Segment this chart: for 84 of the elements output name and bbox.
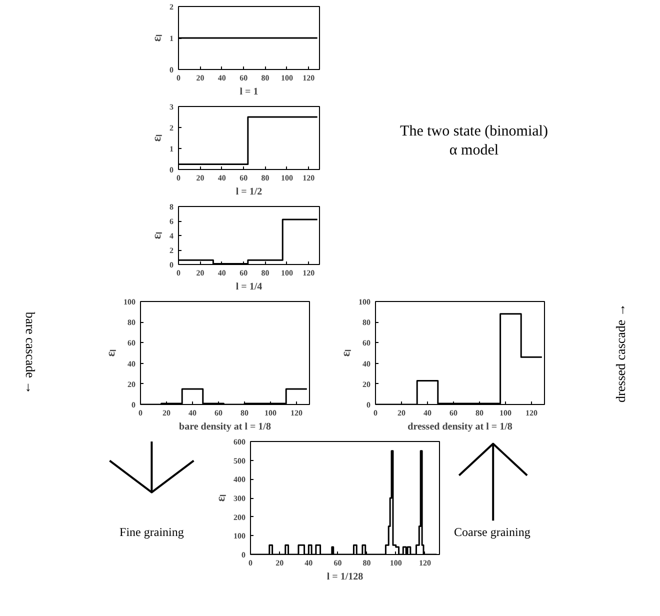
y-tick-label: 40 [362, 359, 370, 368]
x-tick-label: 20 [196, 268, 204, 278]
x-tick-label: 120 [302, 74, 315, 82]
y-tick-label: 6 [170, 217, 174, 226]
y-axis-title: εₗ [214, 494, 228, 502]
y-tick-label: 60 [362, 338, 370, 348]
x-tick-label: 0 [374, 408, 378, 418]
x-tick-label: 20 [196, 174, 204, 182]
x-tick-label: 0 [176, 268, 180, 278]
y-tick-label: 300 [234, 494, 246, 503]
y-tick-label: 3 [170, 102, 174, 112]
y-axis-title: εₗ [150, 232, 164, 240]
x-axis-title: l = 1/2 [236, 186, 262, 198]
y-tick-label: 40 [128, 359, 136, 368]
y-tick-label: 0 [366, 400, 370, 410]
y-tick-label: 1 [170, 144, 174, 154]
x-tick-label: 0 [176, 174, 180, 182]
text: bare cascade → [23, 312, 38, 394]
y-axis-title: εₗ [150, 134, 164, 142]
y-tick-label: 0 [170, 166, 174, 174]
x-tick-label: 40 [188, 408, 196, 418]
y-tick-label: 100 [234, 532, 246, 541]
text: Fine graining [120, 524, 184, 539]
y-tick-label: 60 [128, 338, 136, 348]
y-axis-title: εₗ [104, 349, 118, 357]
x-tick-label: 100 [280, 268, 293, 278]
y-tick-label: 600 [234, 438, 246, 446]
x-tick-label: 40 [424, 408, 432, 418]
x-tick-label: 120 [302, 174, 315, 182]
y-tick-label: 100 [358, 298, 370, 306]
x-tick-label: 40 [304, 558, 313, 568]
x-tick-label: 100 [280, 174, 293, 182]
y-tick-label: 80 [128, 318, 136, 328]
text: Coarse graining [454, 524, 530, 539]
y-tick-label: 0 [242, 550, 246, 560]
x-tick-label: 0 [248, 558, 252, 568]
text: dressed cascade → [613, 304, 628, 402]
x-tick-label: 20 [276, 558, 284, 568]
x-tick-label: 100 [390, 558, 402, 568]
x-tick-label: 60 [450, 408, 458, 418]
y-tick-label: 8 [170, 202, 174, 212]
y-tick-label: 100 [124, 298, 136, 306]
y-tick-label: 4 [170, 232, 174, 240]
x-tick-label: 80 [261, 268, 270, 278]
x-tick-label: 120 [302, 268, 315, 278]
text: The two state (binomial) α model [400, 124, 548, 159]
y-tick-label: 0 [170, 260, 174, 270]
y-tick-label: 2 [170, 246, 174, 255]
y-tick-label: 200 [234, 512, 246, 522]
y-tick-label: 80 [362, 318, 370, 328]
y-tick-label: 0 [170, 66, 174, 74]
x-tick-label: 60 [334, 558, 342, 568]
x-tick-label: 120 [526, 408, 538, 418]
y-axis-title: εₗ [150, 34, 164, 42]
x-tick-label: 100 [280, 74, 293, 82]
x-tick-label: 40 [218, 74, 226, 82]
x-tick-label: 100 [264, 408, 276, 418]
x-axis-title: bare density at l = 1/8 [179, 422, 271, 432]
x-tick-label: 40 [218, 174, 226, 182]
y-tick-label: 20 [128, 380, 136, 389]
y-tick-label: 500 [234, 456, 246, 466]
x-axis-title: l = 1/128 [326, 572, 364, 582]
x-tick-label: 40 [218, 268, 226, 278]
x-tick-label: 80 [261, 74, 270, 82]
y-tick-label: 0 [132, 400, 136, 410]
y-tick-label: 1 [170, 34, 174, 43]
x-axis-title: dressed density at l = 1/8 [408, 422, 512, 432]
x-tick-label: 80 [261, 174, 270, 182]
x-tick-label: 0 [138, 408, 142, 418]
x-tick-label: 80 [476, 408, 484, 418]
y-tick-label: 2 [170, 124, 174, 132]
x-axis-title: l = 1/4 [236, 282, 262, 292]
x-tick-label: 0 [176, 74, 180, 82]
x-tick-label: 20 [398, 408, 406, 418]
y-tick-label: 2 [170, 2, 174, 12]
x-tick-label: 120 [290, 408, 302, 418]
y-tick-label: 20 [362, 380, 370, 389]
x-tick-label: 120 [418, 558, 431, 568]
x-tick-label: 20 [196, 74, 204, 82]
x-tick-label: 100 [500, 408, 512, 418]
x-tick-label: 60 [214, 408, 222, 418]
y-tick-label: 400 [234, 475, 246, 484]
x-axis-title: l = 1 [240, 86, 258, 98]
y-axis-title: εₗ [338, 349, 352, 357]
